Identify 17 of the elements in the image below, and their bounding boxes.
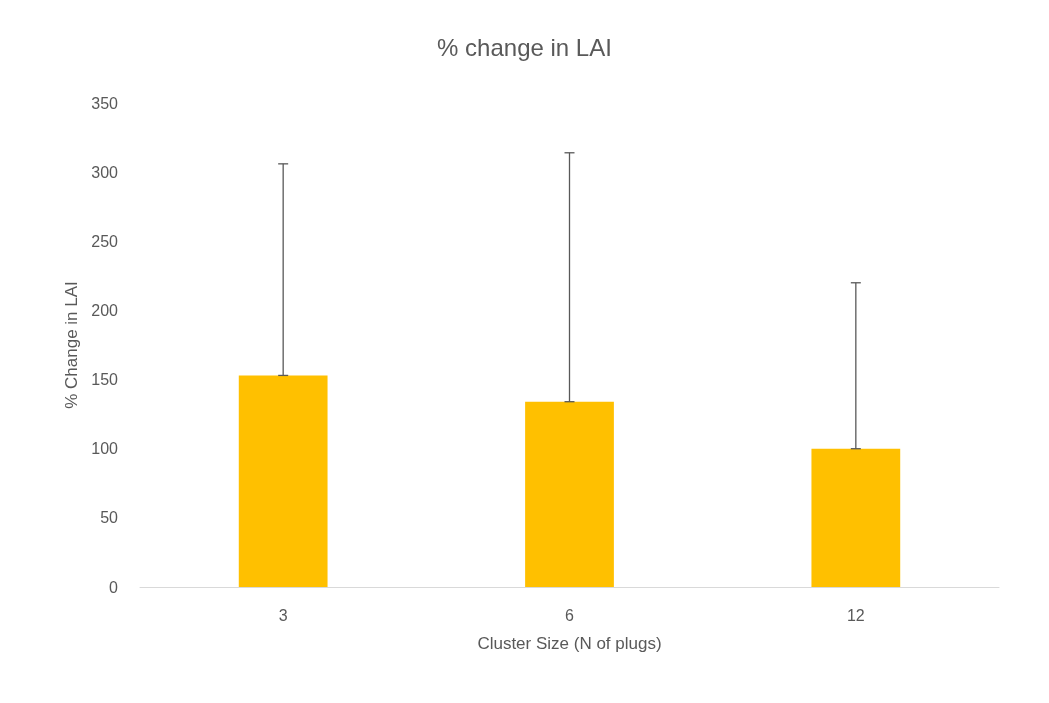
x-tick-label: 3 xyxy=(278,606,288,624)
x-tick-label: 6 xyxy=(565,606,575,624)
y-tick-label: 200 xyxy=(91,301,119,319)
x-axis-title: Cluster Size (N of plugs) xyxy=(477,634,662,653)
bar xyxy=(238,375,328,587)
y-tick-label: 150 xyxy=(91,371,119,389)
y-tick-label: 300 xyxy=(91,163,119,181)
y-tick-label: 50 xyxy=(100,509,119,527)
y-tick-label: 100 xyxy=(91,440,119,458)
y-axis-title: % Change in LAI xyxy=(62,281,82,409)
bar xyxy=(525,401,614,587)
x-tick-label: 12 xyxy=(846,606,865,624)
bar xyxy=(811,448,901,587)
y-tick-label: 350 xyxy=(91,94,119,112)
y-tick-label: 250 xyxy=(91,232,119,250)
y-tick-label: 0 xyxy=(109,578,119,596)
chart-title: % change in LAI xyxy=(437,33,612,61)
